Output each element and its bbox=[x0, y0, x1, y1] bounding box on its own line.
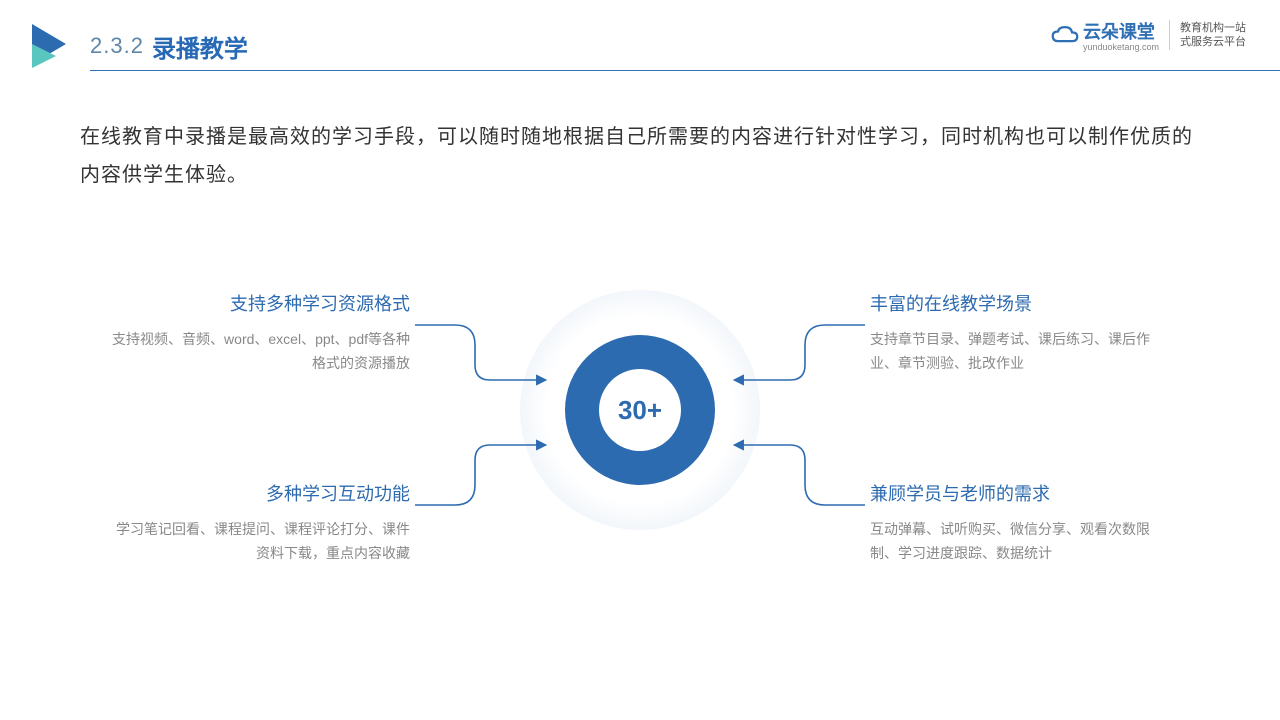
feature-bl-desc: 学习笔记回看、课程提问、课程评论打分、课件资料下载，重点内容收藏 bbox=[110, 518, 410, 566]
feature-tl-title: 支持多种学习资源格式 bbox=[110, 290, 410, 316]
feature-br-title: 兼顾学员与老师的需求 bbox=[870, 480, 1170, 506]
intro-paragraph: 在线教育中录播是最高效的学习手段，可以随时随地根据自己所需要的内容进行针对性学习… bbox=[80, 118, 1200, 194]
section-title: 录播教学 bbox=[152, 29, 248, 64]
feature-bottom-right: 兼顾学员与老师的需求 互动弹幕、试听购买、微信分享、观看次数限制、学习进度跟踪、… bbox=[870, 480, 1170, 566]
feature-top-right: 丰富的在线教学场景 支持章节目录、弹题考试、课后练习、课后作业、章节测验、批改作… bbox=[870, 290, 1170, 376]
logo-tagline-line1: 教育机构一站 bbox=[1180, 22, 1246, 34]
center-ring: 30+ bbox=[520, 290, 760, 530]
logo-domain-text: yunduoketang.com bbox=[1083, 42, 1159, 52]
brand-logo: 云朵课堂 yunduoketang.com 教育机构一站 式服务云平台 bbox=[1051, 18, 1250, 52]
feature-tr-title: 丰富的在线教学场景 bbox=[870, 290, 1170, 316]
feature-tr-desc: 支持章节目录、弹题考试、课后练习、课后作业、章节测验、批改作业 bbox=[870, 328, 1170, 376]
section-number: 2.3.2 bbox=[90, 33, 144, 59]
logo-tagline-line2: 式服务云平台 bbox=[1180, 36, 1246, 48]
logo-text-block: 云朵课堂 yunduoketang.com bbox=[1083, 18, 1159, 52]
feature-tl-desc: 支持视频、音频、word、excel、ppt、pdf等各种格式的资源播放 bbox=[110, 328, 410, 376]
feature-br-desc: 互动弹幕、试听购买、微信分享、观看次数限制、学习进度跟踪、数据统计 bbox=[870, 518, 1170, 566]
feature-bottom-left: 多种学习互动功能 学习笔记回看、课程提问、课程评论打分、课件资料下载，重点内容收… bbox=[110, 480, 410, 566]
logo-brand-text: 云朵课堂 bbox=[1083, 22, 1155, 42]
logo-divider bbox=[1169, 20, 1170, 50]
feature-bl-title: 多种学习互动功能 bbox=[110, 480, 410, 506]
play-triangle-icon bbox=[32, 24, 70, 68]
center-value: 30+ bbox=[599, 369, 681, 451]
logo-tagline: 教育机构一站 式服务云平台 bbox=[1180, 21, 1250, 50]
diagram-area: 30+ 支持多种学习资源格式 支持视频、音频、word、excel、ppt、pd… bbox=[0, 250, 1280, 720]
feature-top-left: 支持多种学习资源格式 支持视频、音频、word、excel、ppt、pdf等各种… bbox=[110, 290, 410, 376]
ring-main: 30+ bbox=[565, 335, 715, 485]
cloud-icon bbox=[1051, 25, 1079, 45]
title-underline bbox=[90, 70, 1280, 71]
